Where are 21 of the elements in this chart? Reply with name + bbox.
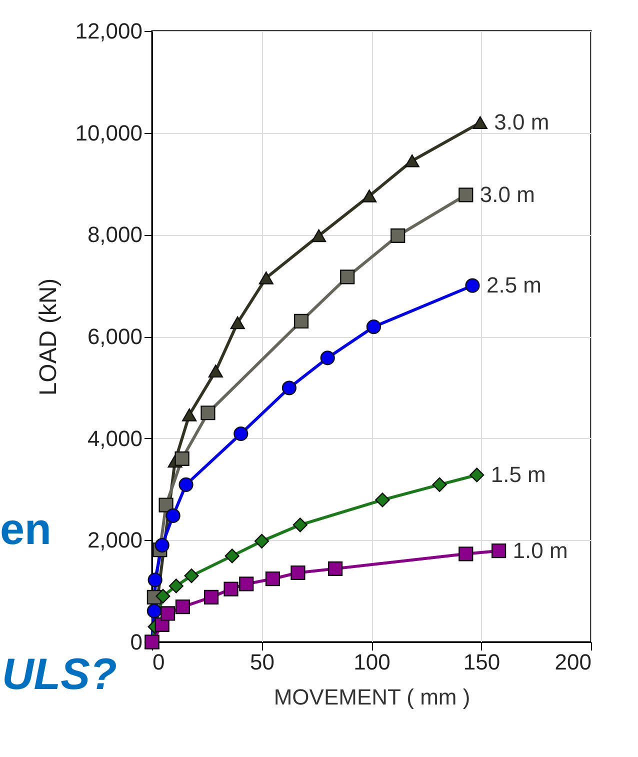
y-tick-label: 4,000 [87,426,142,451]
y-tick-label: 6,000 [87,324,142,349]
x-tick-label: 100 [354,650,390,674]
text: ULS? [2,650,117,700]
x-axis-title: MOVEMENT ( mm ) [274,684,470,710]
text: en [0,505,52,555]
series-label: 1.5 m [490,462,546,487]
y-tick-label: 2,000 [87,528,142,553]
series-label: 3.0 m [480,182,535,207]
x-tick-label: 200 [554,650,592,674]
y-tick-label: 12,000 [75,18,142,44]
series-label: 2.5 m [486,272,542,298]
series-label: 1.0 m [512,538,568,563]
y-tick-label: 8,000 [87,222,142,248]
x-tick-label: 150 [463,650,500,674]
y-tick-label: 0 [130,630,142,654]
y-tick-label: 10,000 [75,120,142,146]
y-axis-title: LOAD (kN) [35,278,62,396]
x-tick-label: 0 [152,650,165,674]
x-tick-label: 50 [250,650,274,674]
series-label: 3.0 m [494,110,550,135]
